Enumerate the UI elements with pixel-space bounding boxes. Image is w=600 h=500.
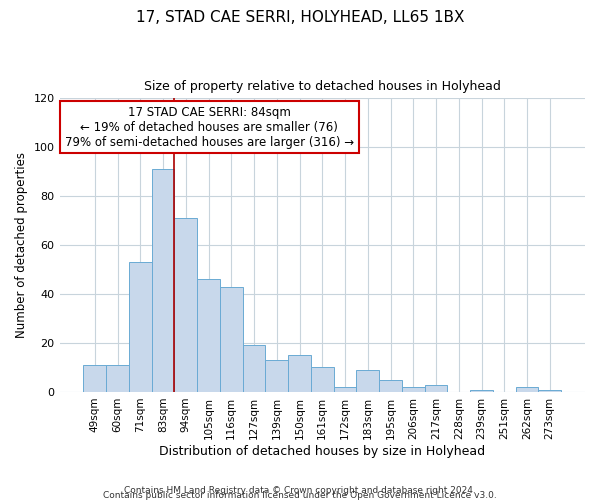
Bar (83, 365, 106, 392)
Text: 17 STAD CAE SERRI: 84sqm
← 19% of detached houses are smaller (76)
79% of semi-d: 17 STAD CAE SERRI: 84sqm ← 19% of detach… (65, 106, 354, 148)
X-axis label: Distribution of detached houses by size in Holyhead: Distribution of detached houses by size … (159, 444, 485, 458)
Text: 17, STAD CAE SERRI, HOLYHEAD, LL65 1BX: 17, STAD CAE SERRI, HOLYHEAD, LL65 1BX (136, 10, 464, 25)
Bar (311, 368, 334, 392)
Bar (470, 390, 493, 392)
Y-axis label: Number of detached properties: Number of detached properties (15, 152, 28, 338)
Bar (265, 360, 288, 392)
Bar (334, 387, 356, 392)
Bar (515, 387, 538, 392)
Bar (175, 218, 197, 392)
Bar (538, 390, 561, 392)
Bar (379, 380, 402, 392)
Bar (402, 387, 425, 392)
Bar (242, 346, 265, 392)
Bar (425, 384, 448, 392)
Bar (288, 356, 311, 392)
Bar (152, 170, 175, 392)
Bar (220, 286, 242, 392)
Text: Contains public sector information licensed under the Open Government Licence v3: Contains public sector information licen… (103, 491, 497, 500)
Bar (197, 280, 220, 392)
Bar (106, 365, 129, 392)
Text: Contains HM Land Registry data © Crown copyright and database right 2024.: Contains HM Land Registry data © Crown c… (124, 486, 476, 495)
Title: Size of property relative to detached houses in Holyhead: Size of property relative to detached ho… (144, 80, 501, 93)
Bar (356, 370, 379, 392)
Bar (129, 262, 152, 392)
